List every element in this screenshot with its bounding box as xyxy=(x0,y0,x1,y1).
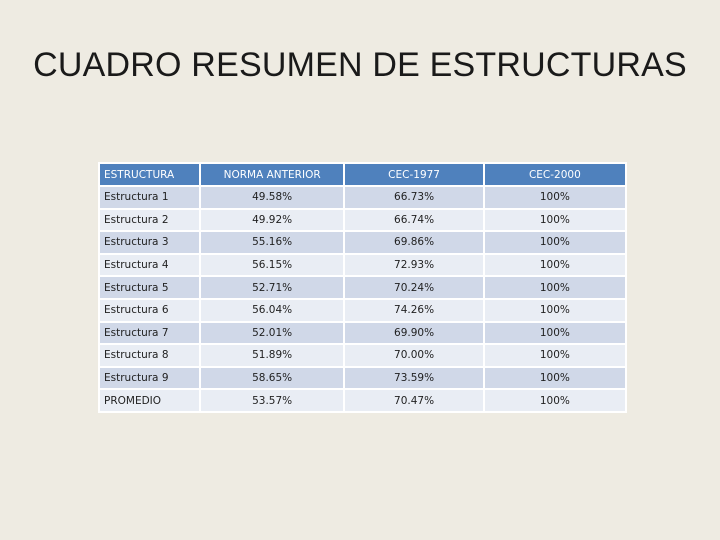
cell-norma-anterior: 53.57% xyxy=(198,388,346,413)
row-label: Estructura 8 xyxy=(98,343,201,368)
table-row: Estructura 8 51.89% 70.00% 100% xyxy=(98,343,628,368)
cell-cec-2000: 100% xyxy=(482,343,628,368)
cell-norma-anterior: 49.58% xyxy=(198,185,346,210)
row-label: Estructura 1 xyxy=(98,185,201,210)
cell-cec-1977: 70.00% xyxy=(343,343,485,368)
column-header-cec-2000: CEC-2000 xyxy=(482,162,628,187)
table-row: Estructura 1 49.58% 66.73% 100% xyxy=(98,185,628,210)
table-row: Estructura 2 49.92% 66.74% 100% xyxy=(98,207,628,233)
cell-cec-1977: 66.73% xyxy=(343,185,485,210)
table-row-promedio: PROMEDIO 53.57% 70.47% 100% xyxy=(98,388,628,413)
table-row: Estructura 9 58.65% 73.59% 100% xyxy=(98,365,628,391)
column-header-estructura: ESTRUCTURA xyxy=(98,162,201,187)
cell-cec-1977: 70.24% xyxy=(343,275,485,300)
cell-norma-anterior: 56.04% xyxy=(198,297,346,323)
summary-table: ESTRUCTURA NORMA ANTERIOR CEC-1977 CEC-2… xyxy=(98,162,628,413)
table-row: Estructura 6 56.04% 74.26% 100% xyxy=(98,297,628,323)
cell-cec-1977: 69.90% xyxy=(343,320,485,346)
cell-cec-2000: 100% xyxy=(482,185,628,210)
cell-cec-1977: 69.86% xyxy=(343,230,485,255)
cell-cec-2000: 100% xyxy=(482,207,628,233)
column-header-norma-anterior: NORMA ANTERIOR xyxy=(198,162,346,187)
cell-cec-2000: 100% xyxy=(482,320,628,346)
cell-cec-1977: 66.74% xyxy=(343,207,485,233)
table-row: Estructura 5 52.71% 70.24% 100% xyxy=(98,275,628,300)
cell-norma-anterior: 58.65% xyxy=(198,365,346,391)
row-label: PROMEDIO xyxy=(98,388,201,413)
row-label: Estructura 2 xyxy=(98,207,201,233)
table-row: Estructura 4 56.15% 72.93% 100% xyxy=(98,252,628,278)
row-label: Estructura 6 xyxy=(98,297,201,323)
row-label: Estructura 5 xyxy=(98,275,201,300)
cell-cec-1977: 70.47% xyxy=(343,388,485,413)
cell-norma-anterior: 52.71% xyxy=(198,275,346,300)
cell-cec-1977: 72.93% xyxy=(343,252,485,278)
cell-norma-anterior: 51.89% xyxy=(198,343,346,368)
cell-norma-anterior: 55.16% xyxy=(198,230,346,255)
cell-norma-anterior: 56.15% xyxy=(198,252,346,278)
row-label: Estructura 3 xyxy=(98,230,201,255)
cell-cec-2000: 100% xyxy=(482,252,628,278)
cell-cec-1977: 73.59% xyxy=(343,365,485,391)
column-header-cec-1977: CEC-1977 xyxy=(343,162,485,187)
cell-norma-anterior: 52.01% xyxy=(198,320,346,346)
slide-title: CUADRO RESUMEN DE ESTRUCTURAS xyxy=(33,46,687,84)
cell-cec-2000: 100% xyxy=(482,388,628,413)
row-label: Estructura 7 xyxy=(98,320,201,346)
table-header-row: ESTRUCTURA NORMA ANTERIOR CEC-1977 CEC-2… xyxy=(98,162,628,187)
table-row: Estructura 7 52.01% 69.90% 100% xyxy=(98,320,628,346)
cell-cec-2000: 100% xyxy=(482,297,628,323)
cell-cec-2000: 100% xyxy=(482,230,628,255)
cell-norma-anterior: 49.92% xyxy=(198,207,346,233)
cell-cec-2000: 100% xyxy=(482,275,628,300)
cell-cec-1977: 74.26% xyxy=(343,297,485,323)
row-label: Estructura 9 xyxy=(98,365,201,391)
cell-cec-2000: 100% xyxy=(482,365,628,391)
table-row: Estructura 3 55.16% 69.86% 100% xyxy=(98,230,628,255)
row-label: Estructura 4 xyxy=(98,252,201,278)
